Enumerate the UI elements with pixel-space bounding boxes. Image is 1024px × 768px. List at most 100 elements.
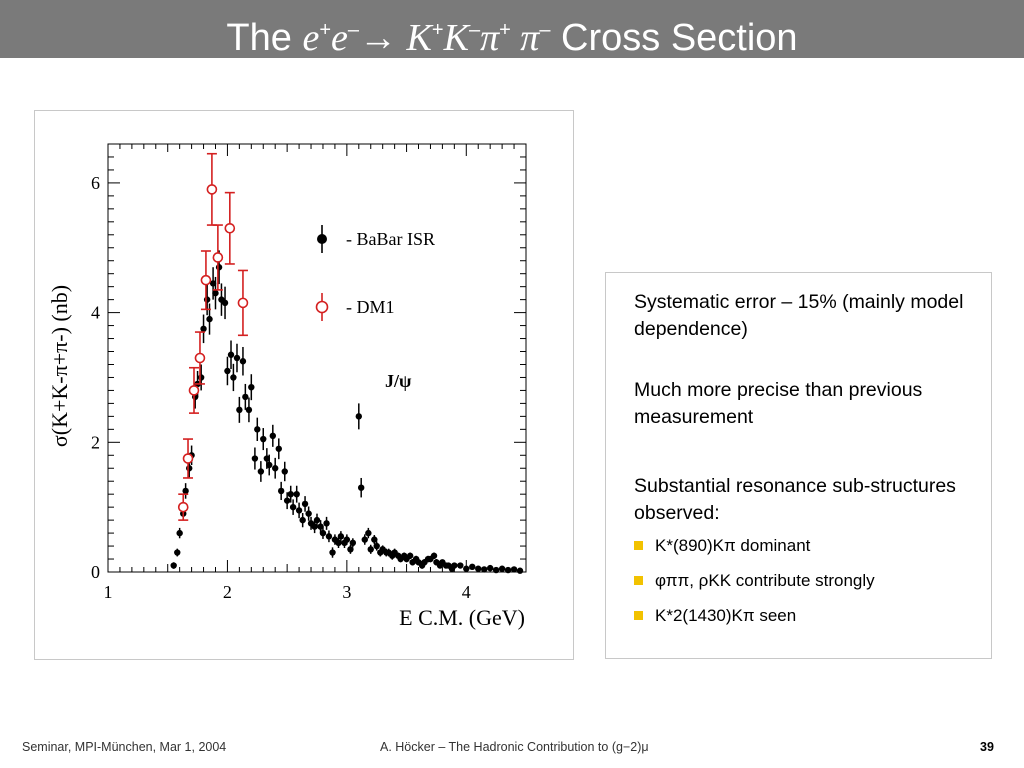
babar-marker	[371, 536, 378, 543]
page-number: 39	[980, 740, 994, 754]
x-tick-label: 1	[104, 582, 113, 602]
sub-point-kstar1430: K*2(1430)Kπ seen	[634, 604, 974, 628]
babar-point	[254, 417, 261, 442]
y-tick-labels: 0 2 4 6	[91, 173, 100, 582]
babar-marker	[245, 406, 253, 414]
sub-point-text: K*2(1430)Kπ seen	[655, 606, 797, 625]
legend-dm1-label: - DM1	[346, 297, 395, 317]
babar-point	[311, 520, 318, 534]
babar-point	[313, 513, 321, 527]
babar-point	[357, 477, 365, 498]
babar-marker	[197, 374, 205, 381]
babar-marker	[373, 542, 380, 550]
babar-marker	[174, 549, 181, 556]
babar-marker	[451, 562, 458, 569]
babar-marker	[242, 393, 249, 401]
babar-point	[367, 544, 374, 554]
babar-marker	[233, 354, 241, 362]
babar-marker	[311, 523, 318, 530]
chart-legend: - BaBar ISR - DM1	[315, 225, 435, 321]
sub-point-kstar890: K*(890)Kπ dominant	[634, 534, 974, 558]
x-tick-label: 3	[342, 582, 351, 602]
footer-left: Seminar, MPI-München, Mar 1, 2004	[22, 740, 227, 754]
babar-marker	[212, 289, 219, 297]
title-prefix: The	[226, 17, 303, 59]
babar-marker	[343, 536, 351, 543]
x-tick-labels: 1 2 3 4	[104, 582, 471, 602]
y-tick-label: 4	[91, 303, 100, 323]
babar-marker	[347, 546, 354, 553]
babar-marker	[257, 468, 265, 475]
babar-point	[355, 403, 362, 430]
dm1-marker	[194, 352, 206, 364]
title-k1: K	[397, 17, 432, 59]
babar-point	[486, 564, 494, 572]
babar-point	[272, 457, 279, 479]
notes-panel: Systematic error – 15% (mainly model dep…	[605, 272, 992, 659]
dm1-point	[212, 224, 224, 291]
babar-marker	[357, 484, 365, 491]
babar-marker	[275, 445, 282, 452]
babar-point	[492, 566, 500, 574]
title-pi1-sup: +	[499, 19, 511, 41]
babar-marker	[492, 566, 500, 574]
babar-point	[457, 562, 464, 569]
babar-point	[371, 535, 378, 545]
x-tick-label: 4	[462, 582, 471, 602]
dm1-point	[188, 366, 200, 414]
babar-marker	[215, 264, 223, 271]
title-e2: e	[331, 17, 348, 59]
babar-point	[242, 383, 249, 410]
babar-marker	[254, 426, 261, 433]
babar-point	[277, 481, 285, 501]
babar-point	[463, 565, 470, 572]
babar-point	[182, 483, 189, 499]
title-e2-sup: –	[347, 19, 360, 41]
footer-center: A. Höcker – The Hadronic Contribution to…	[380, 740, 649, 754]
babar-point	[317, 520, 324, 534]
babar-point	[305, 506, 312, 521]
babar-marker	[287, 490, 294, 498]
babar-point	[248, 374, 255, 401]
babar-marker	[337, 533, 345, 540]
babar-point	[451, 562, 458, 569]
babar-marker	[498, 565, 506, 572]
x-axis-label: E C.M. (GeV)	[399, 605, 525, 630]
babar-point	[266, 454, 273, 476]
babar-point	[498, 565, 506, 572]
babar-marker	[305, 510, 312, 517]
title-k2: K	[443, 17, 469, 59]
point-systematic-error: Systematic error – 15% (mainly model dep…	[634, 291, 964, 340]
y-tick-label: 2	[91, 432, 100, 452]
babar-marker	[293, 490, 300, 498]
babar-marker	[301, 500, 309, 508]
babar-marker	[313, 516, 321, 524]
babar-marker	[206, 315, 213, 323]
babar-point	[319, 527, 327, 539]
dm1-point	[194, 331, 206, 385]
dm1-marker	[237, 297, 249, 309]
babar-point	[361, 534, 368, 545]
babar-point	[289, 499, 297, 515]
title-suffix: Cross Section	[550, 17, 798, 59]
babar-marker	[281, 468, 288, 475]
babar-point	[293, 485, 300, 503]
babar-point	[245, 397, 253, 423]
babar-marker	[367, 546, 374, 553]
y-tick-label: 6	[91, 173, 100, 193]
title-e1-sup: +	[319, 19, 332, 41]
babar-marker	[170, 562, 177, 569]
title-k1-sup: +	[431, 19, 444, 41]
babar-marker	[510, 566, 518, 573]
babar-point	[335, 537, 342, 549]
plot-frame	[107, 143, 527, 573]
babar-point	[516, 567, 524, 574]
dm1-point	[206, 152, 218, 226]
title-k2-sup: –	[468, 19, 481, 41]
babar-point	[430, 552, 438, 560]
babar-point	[221, 286, 229, 320]
babar-marker	[365, 529, 372, 537]
title-pi2-sup: –	[539, 19, 551, 41]
x-tick-label: 2	[223, 582, 232, 602]
babar-marker	[504, 566, 512, 574]
